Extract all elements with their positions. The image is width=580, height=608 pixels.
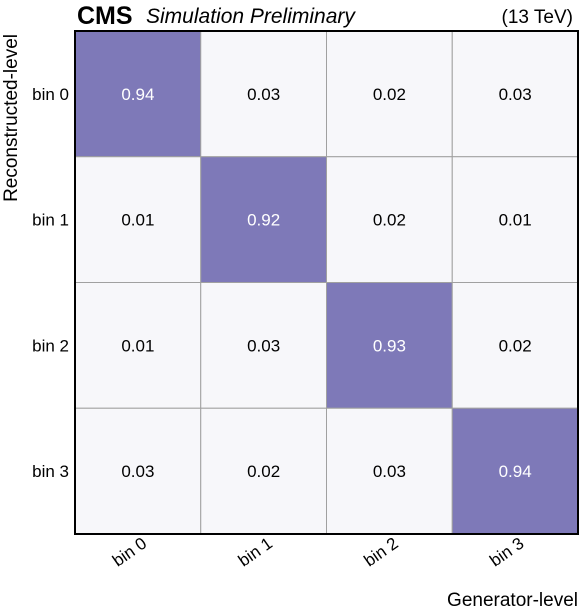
cell-value-label: 0.02 xyxy=(499,336,532,355)
cell-value-label: 0.93 xyxy=(373,336,406,355)
heatmap-cell xyxy=(200,30,327,158)
energy-label: (13 TeV) xyxy=(502,7,573,28)
y-tick-label: bin 2 xyxy=(32,336,69,355)
cell-value-label: 0.01 xyxy=(121,336,154,355)
cell-value-label: 0.02 xyxy=(373,211,406,230)
y-axis-label: Reconstructed-level xyxy=(1,34,22,202)
x-tick-label: bin 0 xyxy=(109,534,150,571)
cell-value-label: 0.01 xyxy=(121,211,154,230)
y-tick-label: bin 3 xyxy=(32,462,69,481)
cell-value-label: 0.03 xyxy=(247,85,280,104)
heatmap-cell xyxy=(451,30,579,158)
heatmap-cells: 0.94 0.03 0.02 0.03 0.01 0.92 0.02 0.01 0.01 0.03… xyxy=(74,30,579,535)
experiment-label: CMS xyxy=(77,2,133,30)
cell-value-label: 0.03 xyxy=(121,462,154,481)
status-label: Simulation Preliminary xyxy=(146,5,356,28)
x-axis-label: Generator-level xyxy=(447,590,578,608)
plot-frame xyxy=(74,30,579,535)
heatmap-cell xyxy=(74,407,202,535)
heatmap-cell xyxy=(451,156,579,283)
heatmap-cell xyxy=(200,407,327,535)
cell-value-label: 0.03 xyxy=(247,336,280,355)
y-tick-label: bin 1 xyxy=(32,211,69,230)
cell-value-label: 0.02 xyxy=(247,462,280,481)
cell-value-label: 0.94 xyxy=(499,462,532,481)
heatmap-cell xyxy=(74,156,202,283)
cell-value-label: 0.03 xyxy=(499,85,532,104)
cell-value-label: 0.94 xyxy=(121,85,154,104)
y-tick-label: bin 0 xyxy=(32,85,69,104)
cell-value-label: 0.01 xyxy=(499,211,532,230)
heatmap-cell xyxy=(451,282,579,409)
heatmap-cell xyxy=(451,407,579,535)
heatmap-cell xyxy=(326,407,453,535)
heatmap-cell xyxy=(74,30,202,158)
cell-value-label: 0.02 xyxy=(373,85,406,104)
heatmap-cell xyxy=(200,156,327,283)
cell-value-label: 0.03 xyxy=(373,462,406,481)
x-tick-label: bin 3 xyxy=(486,534,527,571)
cell-value-label: 0.92 xyxy=(247,211,280,230)
heatmap-cell xyxy=(200,282,327,409)
x-tick-label: bin 1 xyxy=(235,534,276,571)
x-tick-label: bin 2 xyxy=(361,534,402,571)
